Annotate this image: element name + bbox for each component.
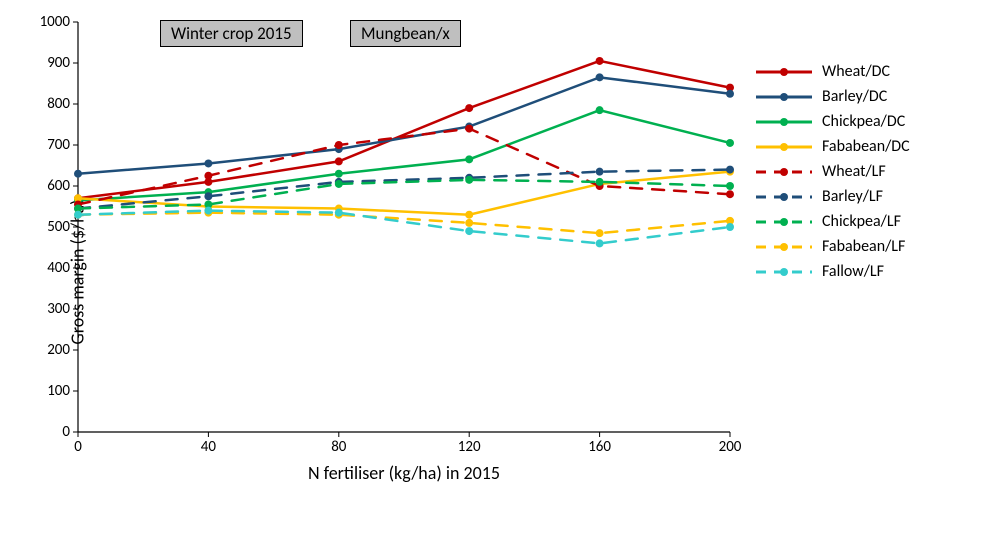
legend-item-fababean-dc: Fababean/DC — [756, 137, 910, 156]
legend-swatch — [756, 265, 812, 279]
legend-label: Barley/DC — [822, 87, 887, 106]
legend-swatch — [756, 190, 812, 204]
legend-label: Wheat/DC — [822, 62, 890, 81]
legend-swatch — [756, 90, 812, 104]
chart-stage: Gross margin ($/ha) 01002003004005006007… — [0, 0, 1007, 544]
legend-item-barley-lf: Barley/LF — [756, 187, 910, 206]
legend-item-chickpea-lf: Chickpea/LF — [756, 212, 910, 231]
legend-item-barley-dc: Barley/DC — [756, 87, 910, 106]
legend-label: Fababean/LF — [822, 237, 905, 256]
legend-swatch — [756, 215, 812, 229]
series-fallow-lf — [78, 211, 730, 244]
x-axis-label: N fertiliser (kg/ha) in 2015 — [78, 462, 730, 484]
chart-plot — [0, 0, 750, 452]
legend-label: Fallow/LF — [822, 262, 884, 281]
series-fababean-lf — [78, 213, 730, 234]
legend-item-chickpea-dc: Chickpea/DC — [756, 112, 910, 131]
legend-swatch — [756, 115, 812, 129]
series-barley-dc — [78, 77, 730, 173]
legend-item-wheat-dc: Wheat/DC — [756, 62, 910, 81]
legend-label: Fababean/DC — [822, 137, 910, 156]
legend-swatch — [756, 140, 812, 154]
legend-label: Barley/LF — [822, 187, 883, 206]
legend-swatch — [756, 165, 812, 179]
legend-swatch — [756, 240, 812, 254]
legend-item-wheat-lf: Wheat/LF — [756, 162, 910, 181]
legend: Wheat/DC Barley/DC Chickpea/DC Fababean/DC W… — [756, 62, 910, 287]
legend-label: Wheat/LF — [822, 162, 886, 181]
legend-label: Chickpea/DC — [822, 112, 905, 131]
legend-label: Chickpea/LF — [822, 212, 901, 231]
legend-swatch — [756, 65, 812, 79]
callout-winter-crop: Winter crop 2015 — [160, 20, 303, 47]
callout-mungbean: Mungbean/x — [350, 20, 461, 47]
legend-item-fababean-lf: Fababean/LF — [756, 237, 910, 256]
legend-item-fallow-lf: Fallow/LF — [756, 262, 910, 281]
